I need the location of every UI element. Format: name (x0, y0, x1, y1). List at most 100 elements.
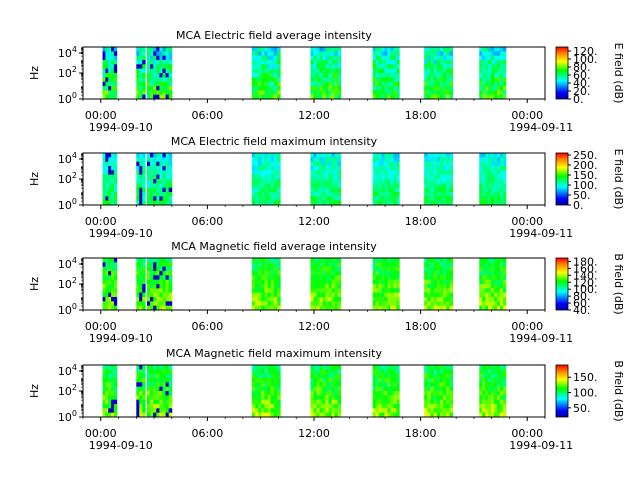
heatmap-cell (446, 174, 450, 180)
heatmap-cell (258, 301, 262, 307)
heatmap-cell (482, 157, 486, 163)
heatmap-cell (439, 174, 444, 180)
heatmap-cell (491, 382, 495, 388)
heatmap-cell (502, 262, 507, 268)
heatmap-cell (424, 404, 428, 409)
heatmap-cell (277, 200, 281, 206)
heatmap-cell (491, 369, 495, 375)
colorbar-tick-label: 60. (573, 69, 591, 82)
heatmap-cell (319, 365, 323, 370)
heatmap-cell (337, 391, 342, 396)
heatmap-cell (479, 73, 483, 78)
heatmap-cell (168, 161, 173, 167)
heatmap-cell (105, 404, 109, 409)
heatmap-cell (427, 81, 431, 87)
heatmap-cell (378, 174, 382, 180)
heatmap-cell (108, 64, 112, 70)
heatmap-cell (396, 166, 400, 171)
heatmap-cell (390, 382, 394, 388)
heatmap-cell (136, 378, 140, 383)
heatmap-cell (499, 64, 504, 70)
heatmap-cell (446, 386, 450, 392)
heatmap-cell (443, 297, 447, 302)
heatmap-cell (443, 301, 447, 307)
heatmap-cell (153, 86, 157, 91)
heatmap-cell (439, 378, 444, 383)
heatmap-cell (430, 47, 435, 52)
heatmap-cell (102, 292, 106, 298)
heatmap-cell (436, 170, 441, 176)
heatmap-cell (261, 94, 265, 100)
heatmap-cell (325, 275, 329, 281)
heatmap-cell (497, 404, 501, 409)
heatmap-cell (168, 64, 173, 70)
heatmap-cell (162, 279, 167, 285)
heatmap-cell (316, 395, 320, 401)
heatmap-cell (390, 373, 394, 379)
heatmap-cell (482, 373, 486, 379)
heatmap-cell (378, 196, 382, 202)
heatmap-cell (165, 292, 170, 298)
heatmap-cell (381, 399, 385, 405)
heatmap-cell (310, 288, 314, 294)
heatmap-cell (387, 183, 391, 189)
heatmap-cell (482, 174, 486, 180)
heatmap-cell (433, 386, 438, 392)
heatmap-cell (322, 166, 326, 171)
heatmap-cell (273, 258, 278, 263)
heatmap-cell (393, 404, 397, 409)
data-block (424, 153, 453, 206)
x-date-label: 1994-09-10 (89, 439, 153, 452)
heatmap-cell (136, 292, 140, 298)
heatmap-cell (491, 386, 495, 392)
heatmap-cell (267, 68, 272, 74)
heatmap-cell (156, 179, 160, 184)
heatmap-cell (162, 86, 167, 91)
heatmap-cell (334, 174, 339, 180)
heatmap-cell (436, 183, 441, 189)
heatmap-cell (142, 51, 146, 57)
heatmap-cell (381, 51, 385, 57)
heatmap-cell (387, 382, 391, 388)
heatmap-cell (142, 262, 146, 268)
heatmap-cell (436, 179, 441, 184)
heatmap-cell (102, 275, 106, 281)
heatmap-cell (322, 187, 326, 193)
heatmap-cell (372, 284, 376, 289)
heatmap-cell (267, 170, 272, 176)
heatmap-cell (319, 279, 323, 285)
heatmap-cell (427, 373, 431, 379)
heatmap-cell (136, 55, 140, 61)
heatmap-cell (384, 279, 388, 285)
heatmap-cell (497, 166, 501, 171)
heatmap-cell (165, 77, 170, 83)
heatmap-cell (251, 90, 256, 96)
heatmap-cell (156, 86, 160, 91)
heatmap-cell (251, 365, 256, 370)
heatmap-cell (378, 386, 382, 392)
heatmap-cell (494, 174, 498, 180)
heatmap-cell (436, 90, 441, 96)
heatmap-cell (485, 301, 489, 307)
heatmap-cell (499, 266, 504, 272)
heatmap-cell (142, 365, 146, 370)
heatmap-cell (142, 279, 146, 285)
heatmap-cell (273, 60, 278, 65)
heatmap-cell (499, 166, 504, 171)
heatmap-cell (446, 77, 450, 83)
heatmap-cell (387, 284, 391, 289)
heatmap-cell (153, 266, 157, 272)
heatmap-cell (105, 60, 109, 65)
heatmap-cell (424, 166, 428, 171)
heatmap-cell (430, 94, 435, 100)
heatmap-cell (491, 174, 495, 180)
heatmap-cell (251, 399, 256, 405)
heatmap-cell (381, 192, 385, 197)
heatmap-cell (273, 161, 278, 167)
heatmap-cell (277, 365, 281, 370)
heatmap-cell (497, 412, 501, 418)
heatmap-cell (497, 279, 501, 285)
data-block (310, 47, 342, 100)
heatmap-cell (328, 378, 332, 383)
heatmap-cell (139, 305, 143, 311)
